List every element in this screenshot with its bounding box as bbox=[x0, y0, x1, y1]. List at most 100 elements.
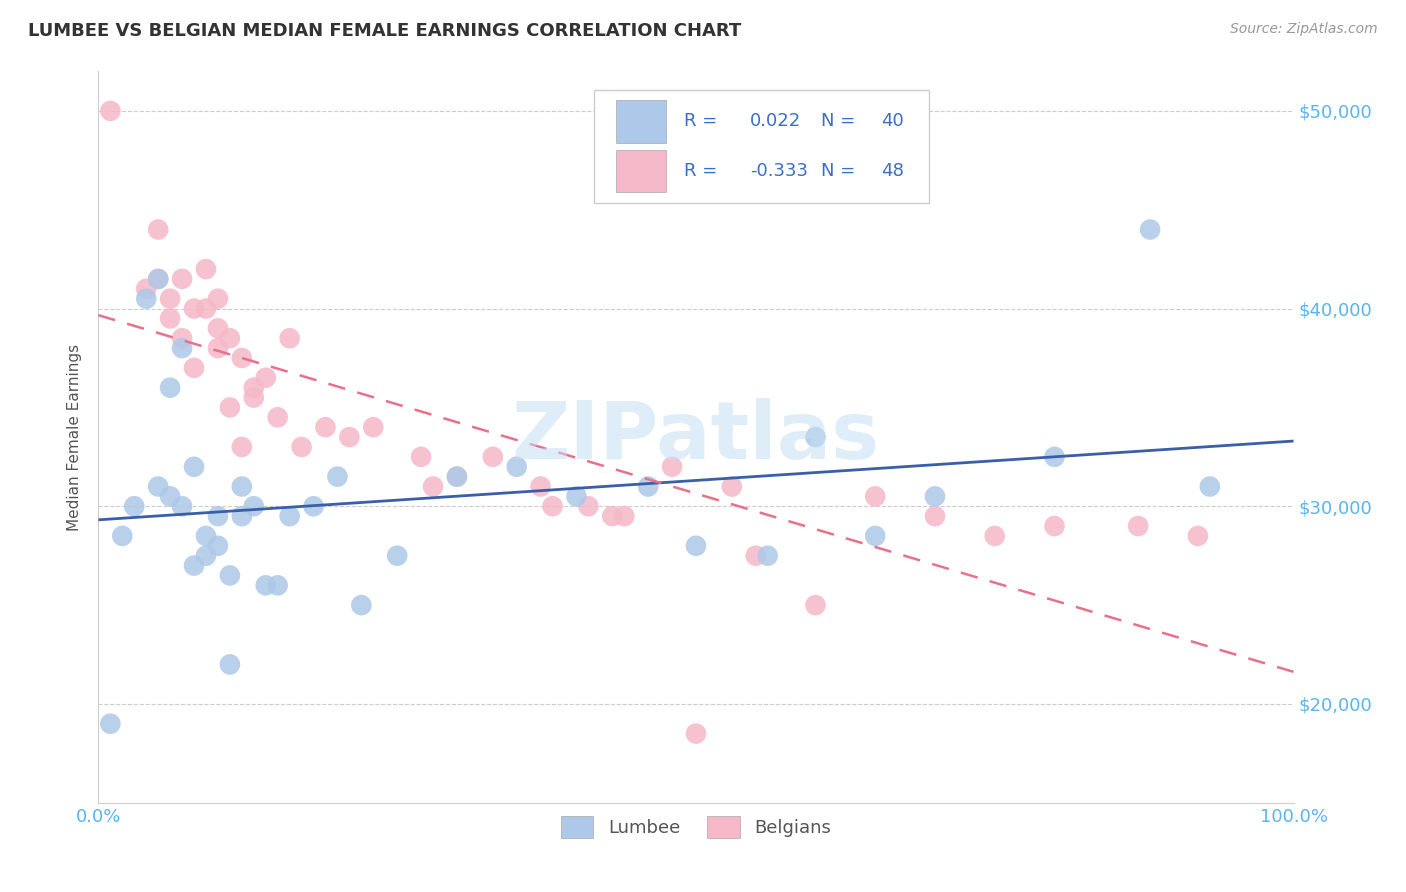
Point bbox=[148, 272, 170, 286]
Point bbox=[924, 489, 946, 503]
Point bbox=[135, 292, 157, 306]
Bar bbox=[616, 100, 666, 143]
Point bbox=[195, 529, 218, 543]
Point bbox=[602, 509, 624, 524]
Point bbox=[207, 321, 229, 335]
Point bbox=[159, 311, 181, 326]
Point bbox=[231, 440, 253, 454]
Point bbox=[278, 331, 301, 345]
FancyBboxPatch shape bbox=[595, 90, 929, 203]
Text: LUMBEE VS BELGIAN MEDIAN FEMALE EARNINGS CORRELATION CHART: LUMBEE VS BELGIAN MEDIAN FEMALE EARNINGS… bbox=[28, 22, 741, 40]
Legend: Lumbee, Belgians: Lumbee, Belgians bbox=[554, 808, 838, 845]
Point bbox=[411, 450, 433, 464]
Point bbox=[195, 549, 218, 563]
Point bbox=[865, 529, 887, 543]
Point bbox=[685, 726, 707, 740]
Point bbox=[207, 341, 229, 355]
Point bbox=[1199, 479, 1222, 493]
Point bbox=[231, 509, 253, 524]
Point bbox=[984, 529, 1007, 543]
Point bbox=[243, 500, 266, 514]
Point bbox=[446, 469, 468, 483]
Text: R =: R = bbox=[685, 162, 717, 180]
Point bbox=[267, 410, 290, 425]
Point bbox=[326, 469, 349, 483]
Point bbox=[278, 509, 301, 524]
Point bbox=[243, 391, 266, 405]
Point bbox=[148, 479, 170, 493]
Point bbox=[481, 450, 505, 464]
Point bbox=[159, 292, 181, 306]
Point bbox=[183, 459, 205, 474]
Point bbox=[231, 479, 253, 493]
Text: R =: R = bbox=[685, 112, 717, 130]
Point bbox=[159, 381, 181, 395]
Point bbox=[111, 529, 134, 543]
Text: ZIPatlas: ZIPatlas bbox=[512, 398, 880, 476]
Point bbox=[804, 598, 827, 612]
Point bbox=[1139, 222, 1161, 236]
Point bbox=[291, 440, 314, 454]
Point bbox=[446, 469, 468, 483]
Point bbox=[422, 479, 444, 493]
Point bbox=[613, 509, 636, 524]
Point bbox=[148, 272, 170, 286]
Point bbox=[1187, 529, 1209, 543]
Point bbox=[506, 459, 529, 474]
Point bbox=[207, 292, 229, 306]
Point bbox=[661, 459, 683, 474]
Point bbox=[339, 430, 361, 444]
Y-axis label: Median Female Earnings: Median Female Earnings bbox=[67, 343, 83, 531]
Point bbox=[231, 351, 253, 365]
Point bbox=[685, 539, 707, 553]
Text: N =: N = bbox=[821, 162, 856, 180]
Bar bbox=[616, 150, 666, 193]
Point bbox=[207, 509, 229, 524]
Point bbox=[804, 430, 827, 444]
Point bbox=[721, 479, 744, 493]
Point bbox=[267, 578, 290, 592]
Point bbox=[254, 578, 277, 592]
Point bbox=[183, 301, 205, 316]
Point bbox=[1043, 450, 1066, 464]
Point bbox=[302, 500, 325, 514]
Point bbox=[219, 401, 242, 415]
Point bbox=[159, 489, 181, 503]
Point bbox=[98, 103, 122, 118]
Point bbox=[195, 301, 218, 316]
Point bbox=[1043, 519, 1066, 533]
Point bbox=[207, 539, 229, 553]
Point bbox=[148, 222, 170, 236]
Point bbox=[195, 262, 218, 277]
Point bbox=[219, 657, 242, 672]
Point bbox=[219, 568, 242, 582]
Text: Source: ZipAtlas.com: Source: ZipAtlas.com bbox=[1230, 22, 1378, 37]
Point bbox=[172, 341, 194, 355]
Point bbox=[924, 509, 946, 524]
Point bbox=[363, 420, 385, 434]
Point bbox=[172, 331, 194, 345]
Point bbox=[135, 282, 157, 296]
Point bbox=[243, 381, 266, 395]
Point bbox=[350, 598, 373, 612]
Point bbox=[124, 500, 146, 514]
Point bbox=[565, 489, 588, 503]
Text: N =: N = bbox=[821, 112, 856, 130]
Text: 0.022: 0.022 bbox=[749, 112, 801, 130]
Point bbox=[756, 549, 779, 563]
Point bbox=[745, 549, 768, 563]
Text: -0.333: -0.333 bbox=[749, 162, 808, 180]
Point bbox=[172, 500, 194, 514]
Point bbox=[865, 489, 887, 503]
Point bbox=[172, 272, 194, 286]
Point bbox=[578, 500, 600, 514]
Point bbox=[541, 500, 564, 514]
Point bbox=[254, 371, 277, 385]
Text: 40: 40 bbox=[882, 112, 904, 130]
Point bbox=[530, 479, 553, 493]
Point bbox=[98, 716, 122, 731]
Point bbox=[315, 420, 337, 434]
Point bbox=[183, 558, 205, 573]
Point bbox=[385, 549, 409, 563]
Point bbox=[1128, 519, 1150, 533]
